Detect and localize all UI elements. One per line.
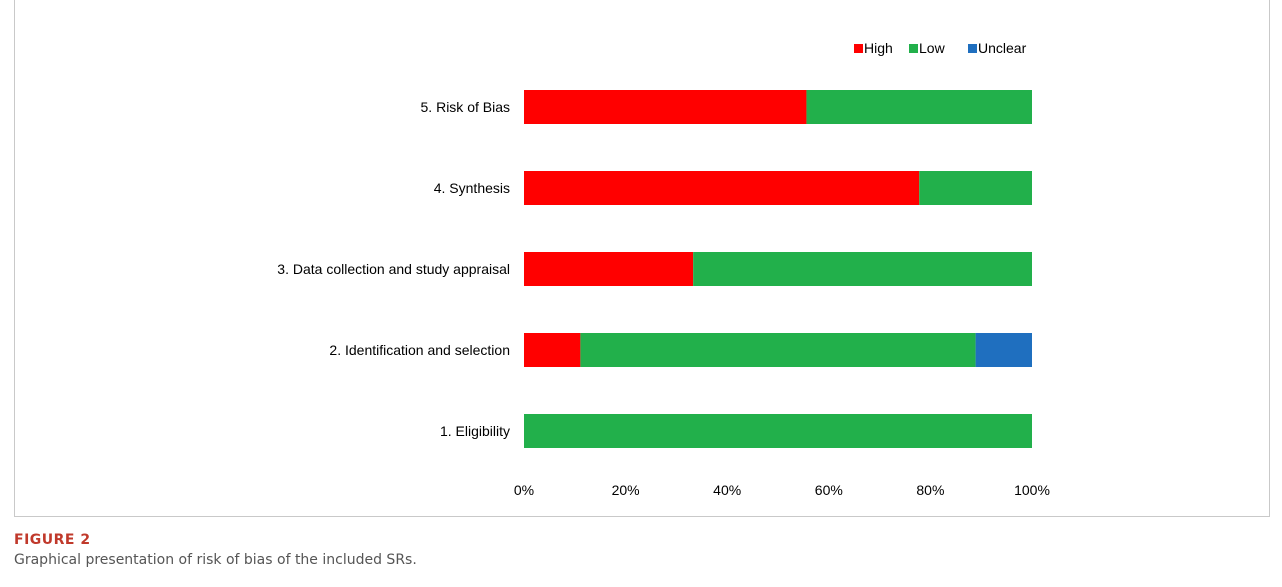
bar-segment-low <box>919 171 1032 205</box>
bar-segment-low <box>524 414 1032 448</box>
bar-segment-high <box>524 171 920 205</box>
bar-segment-high <box>524 90 807 124</box>
legend-label-low: Low <box>919 40 946 56</box>
bar-segment-low <box>580 333 976 367</box>
legend-swatch-high <box>854 44 863 53</box>
figure-caption: Graphical presentation of risk of bias o… <box>14 552 417 568</box>
category-label: 4. Synthesis <box>434 180 510 196</box>
bar-segment-unclear <box>975 333 1032 367</box>
figure-label: FIGURE 2 <box>14 532 91 548</box>
x-tick-label: 60% <box>815 482 843 498</box>
bar-segment-low <box>693 252 1032 286</box>
category-labels: 5. Risk of Bias 4. Synthesis 3. Data colle… <box>277 99 510 439</box>
chart-bars <box>524 90 1032 448</box>
x-tick-label: 0% <box>514 482 534 498</box>
category-label: 2. Identification and selection <box>329 342 510 358</box>
legend-swatch-unclear <box>968 44 977 53</box>
chart-legend: High Low Unclear <box>854 40 1027 56</box>
x-tick-label: 40% <box>713 482 741 498</box>
category-label: 5. Risk of Bias <box>421 99 510 115</box>
bar-segment-high <box>524 333 581 367</box>
x-tick-label: 20% <box>612 482 640 498</box>
bar-segment-low <box>806 90 1032 124</box>
x-axis-ticks: 0% 20% 40% 60% 80% 100% <box>514 482 1050 498</box>
legend-swatch-low <box>909 44 918 53</box>
x-tick-label: 100% <box>1014 482 1050 498</box>
stacked-bar-chart: High Low Unclear 5. Risk of Bias 4. Synthes… <box>277 40 1050 498</box>
legend-label-high: High <box>864 40 893 56</box>
category-label: 1. Eligibility <box>440 423 510 439</box>
x-tick-label: 80% <box>916 482 944 498</box>
legend-label-unclear: Unclear <box>978 40 1027 56</box>
category-label: 3. Data collection and study appraisal <box>277 261 510 277</box>
bar-segment-high <box>524 252 694 286</box>
